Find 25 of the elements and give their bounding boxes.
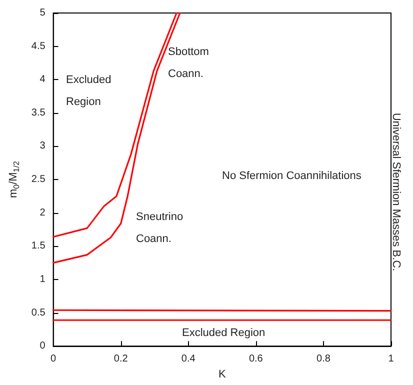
y-tick-label: 3.5 xyxy=(31,107,46,118)
x-tick-label: 0 xyxy=(50,354,57,365)
x-tick-label: 0.6 xyxy=(248,354,264,365)
annotation: No Sfermion Coannihilations xyxy=(222,170,362,182)
annotation: Universal Sfermion Masses B.C. xyxy=(390,112,402,272)
x-tick-label: 0.2 xyxy=(114,354,128,365)
annotation: Sbottom Coann. xyxy=(168,46,212,80)
y-axis-title: m0/M1/2 xyxy=(8,160,21,198)
y-tick-label: 4.5 xyxy=(31,40,46,52)
y-tick-label: 2.5 xyxy=(31,174,46,186)
x-tick-label: 1 xyxy=(388,354,394,365)
annotation: Sneutrino Coann. xyxy=(136,211,186,245)
x-tick-label: 0.8 xyxy=(316,354,331,365)
x-axis-title: K xyxy=(218,368,226,380)
y-tick-label: 1.5 xyxy=(31,240,46,252)
x-tick-label: 0.4 xyxy=(181,354,196,365)
y-tick-label: 5 xyxy=(40,8,46,18)
y-tick-label: 0.5 xyxy=(31,307,46,318)
y-tick-label: 4 xyxy=(40,74,46,86)
annotation: Excluded Region xyxy=(182,327,266,339)
annotation: Excluded Region xyxy=(66,74,114,108)
y-tick-label: 1 xyxy=(40,274,46,285)
y-tick-label: 3 xyxy=(40,140,46,152)
y-tick-label: 2 xyxy=(40,207,46,218)
y-tick-label: 0 xyxy=(40,340,46,352)
